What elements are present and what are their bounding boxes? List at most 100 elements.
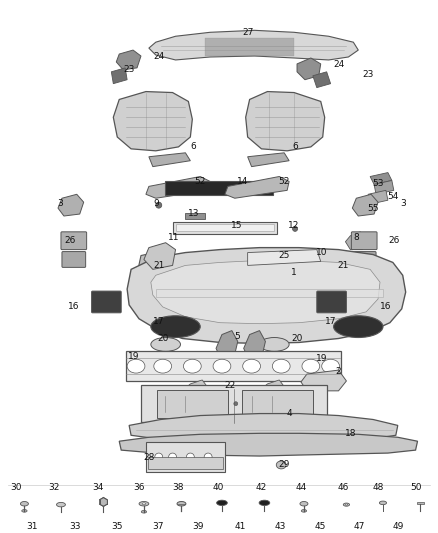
Text: 10: 10 xyxy=(316,248,328,257)
Text: 44: 44 xyxy=(295,482,307,491)
Text: 25: 25 xyxy=(279,251,290,260)
Text: 8: 8 xyxy=(353,233,359,243)
Text: 21: 21 xyxy=(338,261,349,270)
Text: 22: 22 xyxy=(224,382,236,390)
Text: 36: 36 xyxy=(133,482,145,491)
FancyBboxPatch shape xyxy=(92,291,121,313)
Text: 24: 24 xyxy=(153,52,164,61)
Ellipse shape xyxy=(243,359,261,373)
Polygon shape xyxy=(225,176,289,198)
Text: 3: 3 xyxy=(400,199,406,208)
Text: 30: 30 xyxy=(11,482,22,491)
Text: 39: 39 xyxy=(193,522,204,531)
Polygon shape xyxy=(156,289,383,297)
Ellipse shape xyxy=(259,337,289,351)
Ellipse shape xyxy=(334,316,383,337)
Text: 40: 40 xyxy=(212,482,224,491)
Bar xyxy=(173,222,277,234)
Text: 43: 43 xyxy=(275,522,286,531)
Ellipse shape xyxy=(154,359,172,373)
Text: 26: 26 xyxy=(64,236,75,245)
Text: 11: 11 xyxy=(168,233,179,243)
Text: 17: 17 xyxy=(153,317,165,326)
Ellipse shape xyxy=(217,500,227,505)
Text: 19: 19 xyxy=(128,352,140,361)
Text: 15: 15 xyxy=(231,221,243,230)
Polygon shape xyxy=(247,153,289,167)
Text: 52: 52 xyxy=(194,177,206,186)
Polygon shape xyxy=(184,380,208,396)
Text: 24: 24 xyxy=(333,60,344,69)
Ellipse shape xyxy=(259,500,270,505)
Ellipse shape xyxy=(302,359,320,373)
Text: 47: 47 xyxy=(353,522,365,531)
Text: 48: 48 xyxy=(372,482,384,491)
Text: 38: 38 xyxy=(173,482,184,491)
Polygon shape xyxy=(151,261,380,324)
Text: 55: 55 xyxy=(367,204,379,213)
Polygon shape xyxy=(127,248,406,343)
Bar xyxy=(146,442,225,472)
Polygon shape xyxy=(370,173,392,184)
Text: 28: 28 xyxy=(143,453,155,462)
Bar xyxy=(176,224,274,231)
Text: 13: 13 xyxy=(187,208,199,217)
Polygon shape xyxy=(374,181,394,195)
Ellipse shape xyxy=(343,503,350,506)
Text: 50: 50 xyxy=(410,482,421,491)
Ellipse shape xyxy=(234,402,238,406)
Text: 16: 16 xyxy=(68,302,80,311)
Text: 46: 46 xyxy=(338,482,349,491)
Ellipse shape xyxy=(141,511,147,513)
Polygon shape xyxy=(111,68,127,84)
Ellipse shape xyxy=(272,359,290,373)
Ellipse shape xyxy=(345,504,348,505)
Text: 23: 23 xyxy=(363,70,374,79)
Ellipse shape xyxy=(151,337,180,351)
Text: 34: 34 xyxy=(92,482,103,491)
Bar xyxy=(157,390,228,417)
Ellipse shape xyxy=(300,502,308,506)
Text: 12: 12 xyxy=(288,221,300,230)
Ellipse shape xyxy=(155,453,162,461)
Polygon shape xyxy=(346,232,366,249)
Text: 52: 52 xyxy=(279,177,290,186)
Text: 16: 16 xyxy=(380,302,392,311)
Bar xyxy=(417,502,424,504)
Text: 29: 29 xyxy=(279,461,290,470)
Polygon shape xyxy=(247,249,321,265)
Ellipse shape xyxy=(276,461,286,469)
Polygon shape xyxy=(149,30,358,60)
Bar xyxy=(126,351,342,381)
Ellipse shape xyxy=(379,501,386,505)
Ellipse shape xyxy=(57,503,65,507)
Ellipse shape xyxy=(127,359,145,373)
Text: 3: 3 xyxy=(57,199,63,208)
Ellipse shape xyxy=(139,502,149,506)
Ellipse shape xyxy=(187,453,194,461)
Text: 20: 20 xyxy=(291,334,303,343)
Polygon shape xyxy=(129,414,398,442)
Polygon shape xyxy=(139,275,176,299)
Ellipse shape xyxy=(151,316,200,337)
Polygon shape xyxy=(144,243,176,269)
Text: 26: 26 xyxy=(388,236,399,245)
FancyBboxPatch shape xyxy=(61,232,87,249)
Polygon shape xyxy=(258,275,296,299)
Text: 17: 17 xyxy=(325,317,336,326)
Bar xyxy=(165,181,273,195)
Ellipse shape xyxy=(301,510,307,512)
Polygon shape xyxy=(149,153,191,167)
Text: 9: 9 xyxy=(153,199,159,208)
Text: 5: 5 xyxy=(234,332,240,341)
Ellipse shape xyxy=(21,502,28,506)
Text: 35: 35 xyxy=(112,522,123,531)
Ellipse shape xyxy=(184,359,201,373)
Polygon shape xyxy=(261,380,285,396)
Text: 19: 19 xyxy=(316,354,328,363)
Text: 53: 53 xyxy=(372,179,384,188)
Polygon shape xyxy=(119,433,417,456)
Polygon shape xyxy=(368,190,388,204)
FancyBboxPatch shape xyxy=(352,252,376,268)
Text: 42: 42 xyxy=(256,482,267,491)
